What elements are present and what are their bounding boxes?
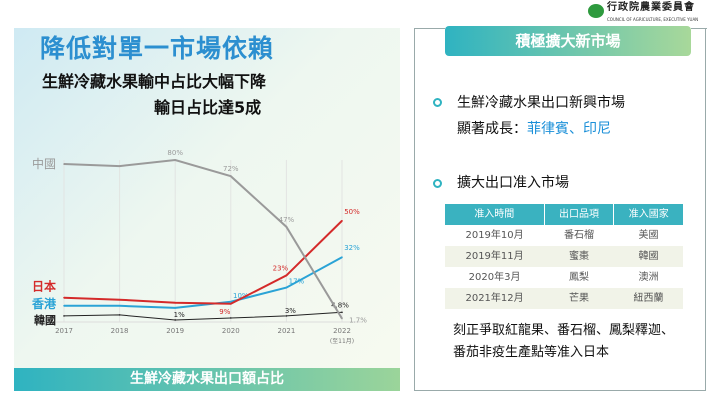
series-line-香港 <box>64 256 343 309</box>
data-point <box>285 286 288 289</box>
cell: 芒果 <box>544 288 614 309</box>
data-point <box>285 315 288 317</box>
data-point <box>230 175 232 177</box>
market-access-table: 准入時間 出口品項 准入國家 2019年10月 番石榴 美國 2019年11月 蜜棗韓… <box>445 204 683 309</box>
data-label: 50% <box>344 208 360 216</box>
x-tick-label: 2021 <box>277 327 295 335</box>
data-point <box>174 159 176 161</box>
data-point <box>285 226 288 228</box>
bullet-icon <box>433 179 442 188</box>
data-point <box>63 305 65 307</box>
table-header: 准入時間 <box>445 204 545 225</box>
bullet1-prefix: 顯著成長： <box>457 121 527 137</box>
table-header: 准入國家 <box>613 204 683 225</box>
footer-line-2: 番茄非疫生產點等准入日本 <box>453 345 610 360</box>
table-row: 2019年10月 番石榴 美國 <box>445 225 683 246</box>
data-point <box>63 296 65 299</box>
page-title: 降低對單一市場依賴 <box>40 34 275 63</box>
subtitle-1: 生鮮冷藏水果輸中占比大幅下降 <box>42 72 267 91</box>
series-name: 中國 <box>32 156 56 171</box>
series-line-日本 <box>63 220 343 305</box>
coa-logo: 行政院農業委員會 COUNCIL OF AGRICULTURE, EXECUTI… <box>588 2 718 24</box>
x-tick-label: 2022 <box>333 327 351 335</box>
table-row: 2019年11月 蜜棗 韓國 <box>445 246 683 267</box>
x-tick-label: 2019 <box>166 327 184 335</box>
bullet1-line1: 生鮮冷藏水果出口新興市場 <box>457 95 625 111</box>
cell: 蜜棗 <box>544 246 614 267</box>
data-point <box>63 315 65 317</box>
data-point <box>174 319 176 321</box>
data-point <box>230 302 232 305</box>
data-label: 1.7% <box>349 317 367 325</box>
data-label: 10% <box>233 292 249 300</box>
x-tick-label: 2020 <box>222 327 240 335</box>
data-label: 3% <box>285 307 296 315</box>
cell: 美國 <box>638 229 659 241</box>
cell: 澳洲 <box>638 271 659 283</box>
data-label: 4.8% <box>331 301 349 309</box>
series-name: 韓國 <box>34 313 56 327</box>
cell: 番石榴 <box>564 229 595 241</box>
x-tick-label: 2017 <box>55 327 73 335</box>
data-point <box>118 314 121 316</box>
data-point <box>63 163 65 165</box>
table-row: 2020年3月 鳳梨 澳洲 <box>445 267 683 288</box>
data-point <box>174 307 176 309</box>
series-line-中國 <box>63 158 343 320</box>
data-point <box>118 305 121 307</box>
cell: 2019年11月 <box>445 246 545 267</box>
footer-line-1: 刻正爭取紅龍果、番石榴、鳳梨釋迦、 <box>453 323 675 338</box>
series-line-韓國 <box>63 311 343 321</box>
bullet1-highlight: 菲律賓、印尼 <box>527 121 611 137</box>
data-label: 80% <box>167 149 183 157</box>
line-chart: 2017 2018 2019 2020 2021 2022 (至11月) 韓國 1% 3% 4.8%… <box>31 149 367 345</box>
logo-name-en: COUNCIL OF AGRICULTURE, EXECUTIVE YUAN <box>607 17 699 22</box>
data-point <box>341 219 343 222</box>
new-markets-panel: 積極擴大新市場 生鮮冷藏水果出口新興市場 顯著成長：菲律賓、印尼 擴大出口准入市… <box>414 26 707 391</box>
series-name: 香港 <box>31 296 57 311</box>
x-tick-note: (至11月) <box>330 338 354 345</box>
series-name: 日本 <box>32 279 56 294</box>
chart-caption: 生鮮冷藏水果出口額占比 <box>14 368 400 391</box>
data-point <box>118 298 121 301</box>
bullet-icon <box>433 98 442 107</box>
table-row: 2021年12月 芒果 紐西蘭 <box>445 288 683 309</box>
bullet2: 擴大出口准入市場 <box>457 175 569 191</box>
data-point <box>341 256 343 258</box>
cell: 鳳梨 <box>569 271 590 283</box>
panel-header: 積極擴大新市場 <box>445 26 691 56</box>
table-header-row: 准入時間 出口品項 准入國家 <box>445 204 683 225</box>
data-label: 9% <box>219 308 230 316</box>
data-point <box>285 274 288 277</box>
data-label: 23% <box>273 264 289 272</box>
x-tick-label: 2018 <box>111 327 129 335</box>
cell: 2021年12月 <box>445 288 545 309</box>
data-point <box>118 165 121 167</box>
chart-panel: 降低對單一市場依賴 生鮮冷藏水果輸中占比大幅下降 輸日占比達5成 2017 201… <box>14 28 400 391</box>
data-label: 32% <box>344 244 360 252</box>
cell: 韓國 <box>613 246 683 267</box>
data-label: 47% <box>279 216 295 224</box>
subtitle-2: 輸日占比達5成 <box>154 98 262 117</box>
cell: 2019年10月 <box>465 229 524 241</box>
cell: 2020年3月 <box>468 271 521 283</box>
data-point <box>341 311 343 314</box>
data-point <box>341 317 343 320</box>
data-point <box>174 301 176 304</box>
data-point <box>230 300 232 303</box>
bullet1-line2: 顯著成長：菲律賓、印尼 <box>457 120 611 138</box>
logo-name-zh: 行政院農業委員會 <box>607 2 695 13</box>
coa-logo-icon <box>588 4 604 18</box>
data-label: 1% <box>174 311 185 319</box>
data-label: 17% <box>289 278 305 286</box>
table-header: 出口品項 <box>544 204 615 225</box>
cell: 紐西蘭 <box>613 288 683 309</box>
data-label: 72% <box>223 165 239 173</box>
data-point <box>230 317 232 319</box>
